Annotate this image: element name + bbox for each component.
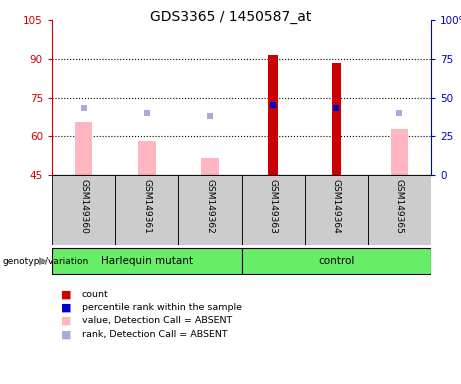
Bar (201, 158, 219, 175)
Text: ■: ■ (61, 289, 72, 300)
Bar (242, 248, 431, 273)
Text: rank, Detection Call = ABSENT: rank, Detection Call = ABSENT (82, 330, 228, 339)
Text: percentile rank within the sample: percentile rank within the sample (82, 303, 242, 312)
Bar (331, 63, 341, 175)
Text: ▶: ▶ (39, 256, 47, 266)
Text: GSM149360: GSM149360 (79, 179, 88, 234)
Text: GDS3365 / 1450587_at: GDS3365 / 1450587_at (150, 10, 311, 23)
Text: GSM149364: GSM149364 (332, 179, 341, 234)
Bar (268, 55, 278, 175)
Bar (115, 175, 178, 245)
Text: control: control (318, 256, 355, 266)
Text: count: count (82, 290, 109, 299)
Text: GSM149363: GSM149363 (269, 179, 278, 234)
Bar (178, 175, 242, 245)
Point (396, 110, 403, 116)
Text: ■: ■ (61, 303, 72, 313)
Text: Harlequin mutant: Harlequin mutant (101, 256, 193, 266)
Bar (52, 248, 242, 273)
Text: ■: ■ (61, 316, 72, 326)
Bar (242, 175, 305, 245)
Bar (52, 175, 115, 245)
Bar (390, 129, 408, 175)
Text: genotype/variation: genotype/variation (2, 257, 89, 265)
Text: ■: ■ (61, 329, 72, 339)
Bar (75, 122, 92, 175)
Text: GSM149361: GSM149361 (142, 179, 151, 234)
Text: GSM149362: GSM149362 (206, 179, 214, 234)
Point (206, 113, 213, 119)
Bar (368, 175, 431, 245)
Bar (305, 175, 368, 245)
Point (269, 102, 277, 108)
Text: value, Detection Call = ABSENT: value, Detection Call = ABSENT (82, 316, 232, 326)
Point (80, 105, 87, 111)
Bar (138, 141, 156, 175)
Point (143, 110, 150, 116)
Text: GSM149365: GSM149365 (395, 179, 404, 234)
Point (332, 105, 340, 111)
